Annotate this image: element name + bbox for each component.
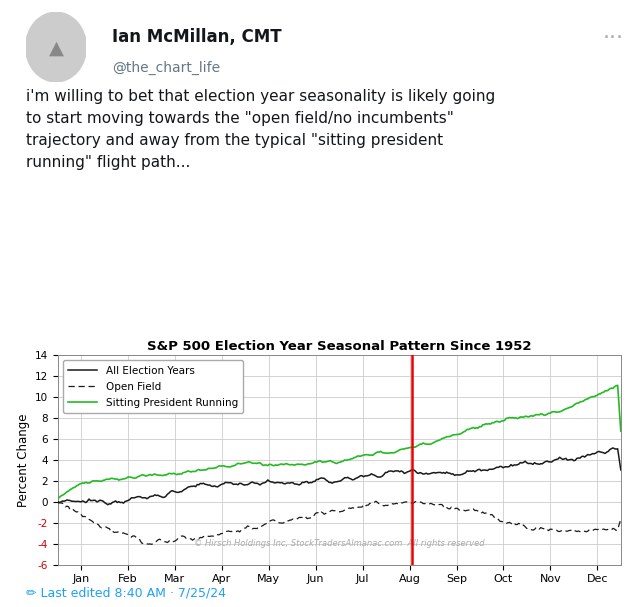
Text: ···: ··· [603, 28, 624, 48]
Text: i'm willing to bet that election year seasonality is likely going
to start movin: i'm willing to bet that election year se… [26, 89, 495, 171]
Legend: All Election Years, Open Field, Sitting President Running: All Election Years, Open Field, Sitting … [63, 361, 243, 413]
Text: © Hirsch Holdings Inc, StockTradersAlmanac.com  All rights reserved: © Hirsch Holdings Inc, StockTradersAlman… [194, 539, 484, 548]
Circle shape [26, 12, 86, 82]
Title: S&P 500 Election Year Seasonal Pattern Since 1952: S&P 500 Election Year Seasonal Pattern S… [147, 339, 531, 353]
Text: @the_chart_life: @the_chart_life [112, 61, 220, 75]
Y-axis label: Percent Change: Percent Change [17, 413, 31, 507]
Text: ✏ Last edited 8:40 AM · 7/25/24: ✏ Last edited 8:40 AM · 7/25/24 [26, 587, 226, 600]
Text: Ian McMillan, CMT: Ian McMillan, CMT [112, 28, 282, 46]
Text: ▲: ▲ [49, 39, 63, 58]
